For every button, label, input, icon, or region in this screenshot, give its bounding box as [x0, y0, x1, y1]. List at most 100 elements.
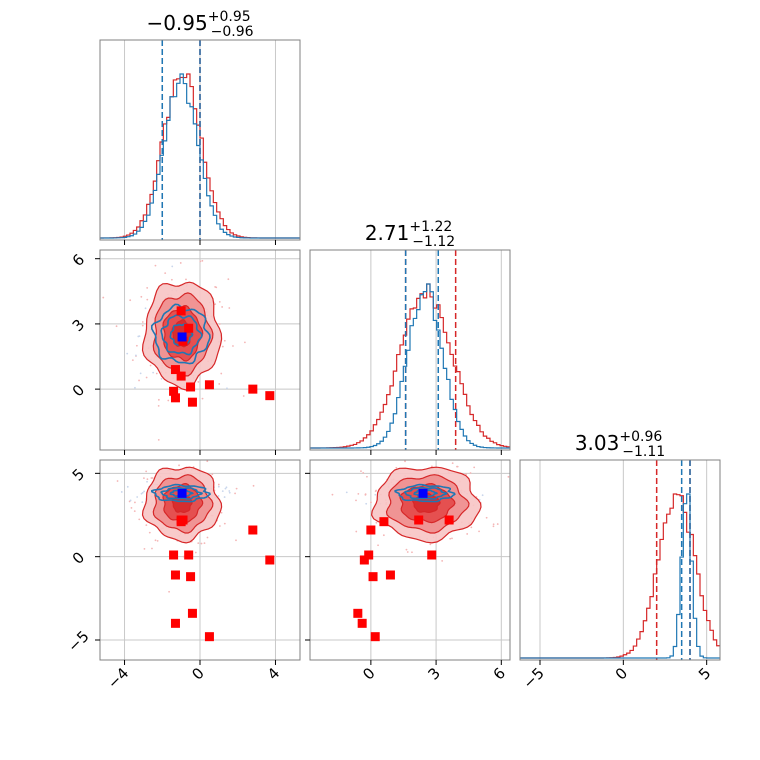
- sample-point: [134, 386, 136, 389]
- panel-plot-area: [520, 460, 720, 660]
- sample-point: [221, 490, 224, 493]
- sample-point: [211, 473, 214, 476]
- x-tick-label: 0: [359, 664, 378, 683]
- sample-point: [140, 295, 143, 298]
- sample-point: [182, 555, 185, 558]
- sample-point: [449, 537, 452, 540]
- sample-point: [431, 465, 433, 468]
- sample-point: [478, 498, 481, 501]
- sample-point: [134, 501, 136, 504]
- sample-point: [136, 496, 139, 498]
- sample-point: [228, 491, 231, 494]
- panel-frame: [309, 459, 511, 661]
- sample-point: [227, 458, 229, 460]
- panel-title-0: −0.95+0.95 −0.96: [146, 9, 253, 40]
- sample-point: [478, 457, 480, 459]
- sample-point: [232, 345, 234, 347]
- sample-point: [201, 397, 204, 400]
- sample-point: [194, 551, 197, 554]
- red-marker: [186, 572, 196, 582]
- sample-point: [168, 590, 170, 593]
- sample-point: [154, 539, 157, 542]
- sample-point: [331, 493, 334, 496]
- sample-point: [227, 278, 230, 281]
- title-sub: −1.12: [412, 234, 455, 250]
- sample-point: [406, 551, 409, 553]
- sample-point: [102, 296, 105, 299]
- blue-marker: [177, 488, 187, 498]
- sample-point: [197, 381, 200, 383]
- sample-point: [220, 511, 223, 514]
- y-tick-label: 0: [69, 381, 88, 400]
- sample-point: [179, 262, 182, 264]
- x-tick-label: 5: [695, 664, 714, 683]
- red-marker: [366, 525, 376, 535]
- y-tick-label: 6: [69, 250, 88, 269]
- sample-point: [375, 521, 378, 524]
- sample-point: [157, 404, 160, 407]
- sample-point: [507, 475, 510, 478]
- sample-point: [131, 359, 134, 362]
- sample-point: [452, 455, 454, 457]
- sample-point: [167, 399, 170, 402]
- blue-contour: [394, 483, 456, 503]
- title-sup: +0.96: [619, 429, 662, 445]
- sample-point: [120, 491, 123, 493]
- sample-point: [375, 489, 378, 492]
- red-marker: [357, 618, 367, 628]
- sample-point: [140, 492, 143, 495]
- sample-point: [218, 525, 221, 527]
- sample-point: [345, 491, 348, 494]
- sample-point: [496, 523, 499, 525]
- sample-point: [470, 526, 473, 529]
- sample-point: [156, 539, 159, 542]
- title-sup: +1.22: [409, 219, 452, 235]
- sample-point: [221, 345, 224, 348]
- sample-point: [478, 530, 480, 533]
- sample-point: [133, 510, 136, 513]
- red-marker: [170, 570, 180, 580]
- red-marker: [170, 393, 180, 403]
- panel-2-1: 0 3 6: [305, 454, 511, 684]
- blue-contour: [169, 489, 195, 498]
- sample-point: [160, 377, 163, 380]
- red-marker: [176, 371, 186, 381]
- sample-point: [141, 501, 144, 504]
- sample-point: [223, 339, 226, 342]
- title-base: 3.03: [575, 431, 620, 455]
- sample-point: [126, 485, 129, 488]
- sample-point: [366, 475, 368, 478]
- x-tick-label: 3: [424, 664, 443, 683]
- sample-point: [365, 502, 368, 505]
- title-sub: −0.96: [211, 24, 254, 40]
- panel-1-0: 0 3 6: [69, 249, 301, 455]
- sample-point: [143, 490, 145, 493]
- blue-contour: [160, 314, 203, 356]
- panel-0-0: [99, 39, 301, 245]
- red-marker: [265, 555, 275, 565]
- sample-point: [146, 478, 149, 481]
- sample-point: [185, 278, 187, 281]
- sample-point: [403, 454, 405, 456]
- sample-point: [143, 547, 146, 550]
- red-marker: [204, 380, 214, 390]
- sample-point: [162, 453, 164, 455]
- sample-point: [374, 493, 377, 496]
- sample-point: [362, 472, 365, 474]
- panel-1-1: [309, 249, 511, 455]
- red-marker: [170, 365, 180, 375]
- sample-point: [224, 487, 227, 490]
- sample-point: [228, 307, 231, 309]
- title-sup: +0.95: [208, 9, 251, 25]
- panel-plot-area: [100, 453, 300, 660]
- sample-point: [129, 299, 132, 302]
- red-marker: [444, 515, 454, 525]
- red-marker: [187, 608, 197, 618]
- sample-point: [218, 383, 221, 385]
- panel-plot-area: [310, 250, 510, 450]
- red-marker: [204, 632, 214, 642]
- sample-point: [143, 477, 145, 480]
- sample-point: [151, 547, 153, 550]
- sample-point: [235, 487, 238, 490]
